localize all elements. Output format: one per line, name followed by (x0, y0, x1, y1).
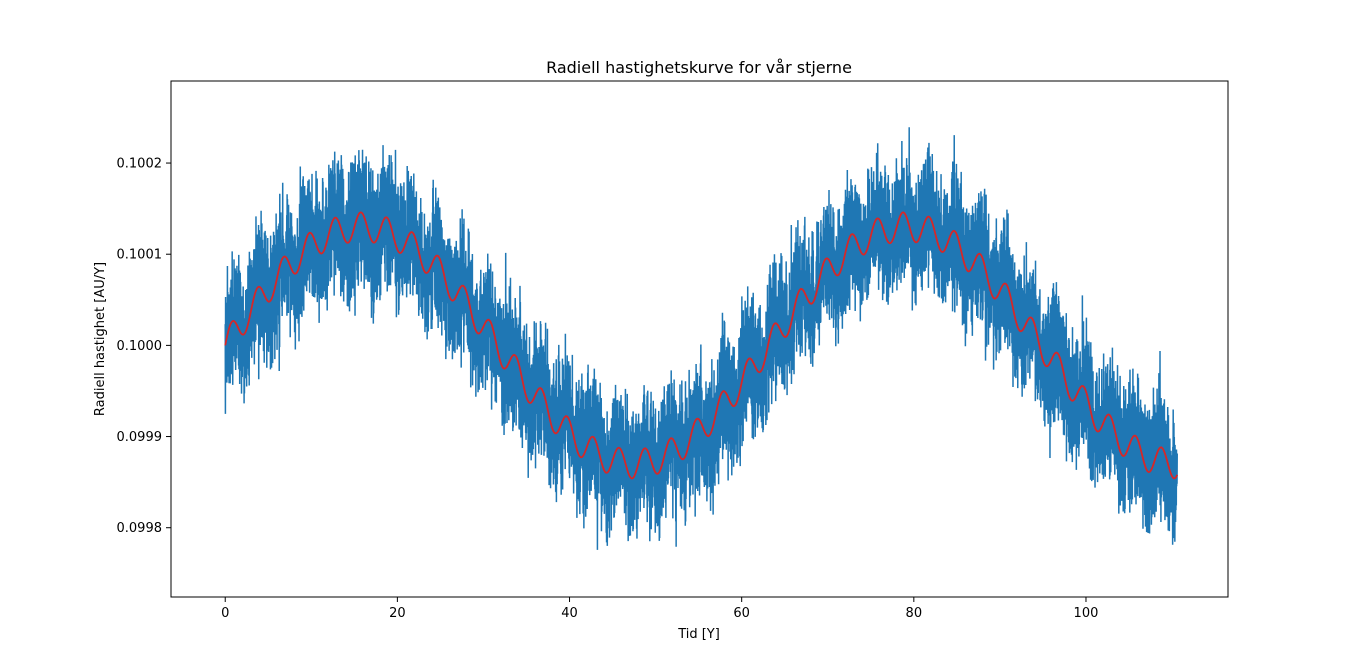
x-axis-label: Tid [Y] (677, 627, 720, 642)
x-tick-label: 80 (906, 606, 923, 621)
y-axis: 0.0998 0.0999 0.1000 0.1001 0.1002 (117, 157, 171, 536)
plot-area (224, 127, 1179, 550)
x-tick-label: 40 (561, 606, 578, 621)
x-tick-label: 60 (733, 606, 750, 621)
y-tick-label: 0.1001 (117, 248, 163, 263)
series-line-model (224, 211, 1179, 480)
x-tick-label: 20 (389, 606, 406, 621)
x-tick-label: 100 (1074, 606, 1099, 621)
y-tick-label: 0.1000 (117, 339, 163, 354)
axes-frame (170, 80, 1229, 598)
series-line-noisy (224, 127, 1178, 550)
y-tick-label: 0.0998 (117, 521, 163, 536)
x-tick-label: 0 (221, 606, 229, 621)
x-axis: 0 20 40 60 80 100 (221, 597, 1098, 621)
y-tick-label: 0.0999 (117, 430, 163, 445)
y-axis-label: Radiell hastighet [AU/Y] (93, 262, 108, 416)
y-tick-label: 0.1002 (117, 157, 163, 172)
chart-title: Radiell hastighetskurve for vår stjerne (546, 58, 852, 77)
